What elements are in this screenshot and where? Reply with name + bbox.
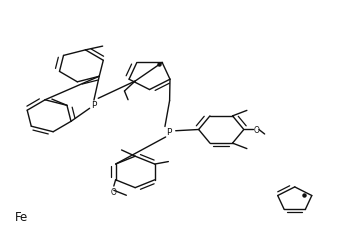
Text: O: O [253,125,259,134]
Text: O: O [111,187,117,196]
Text: P: P [167,128,172,137]
Text: Fe: Fe [15,210,28,224]
Text: P: P [91,101,96,110]
